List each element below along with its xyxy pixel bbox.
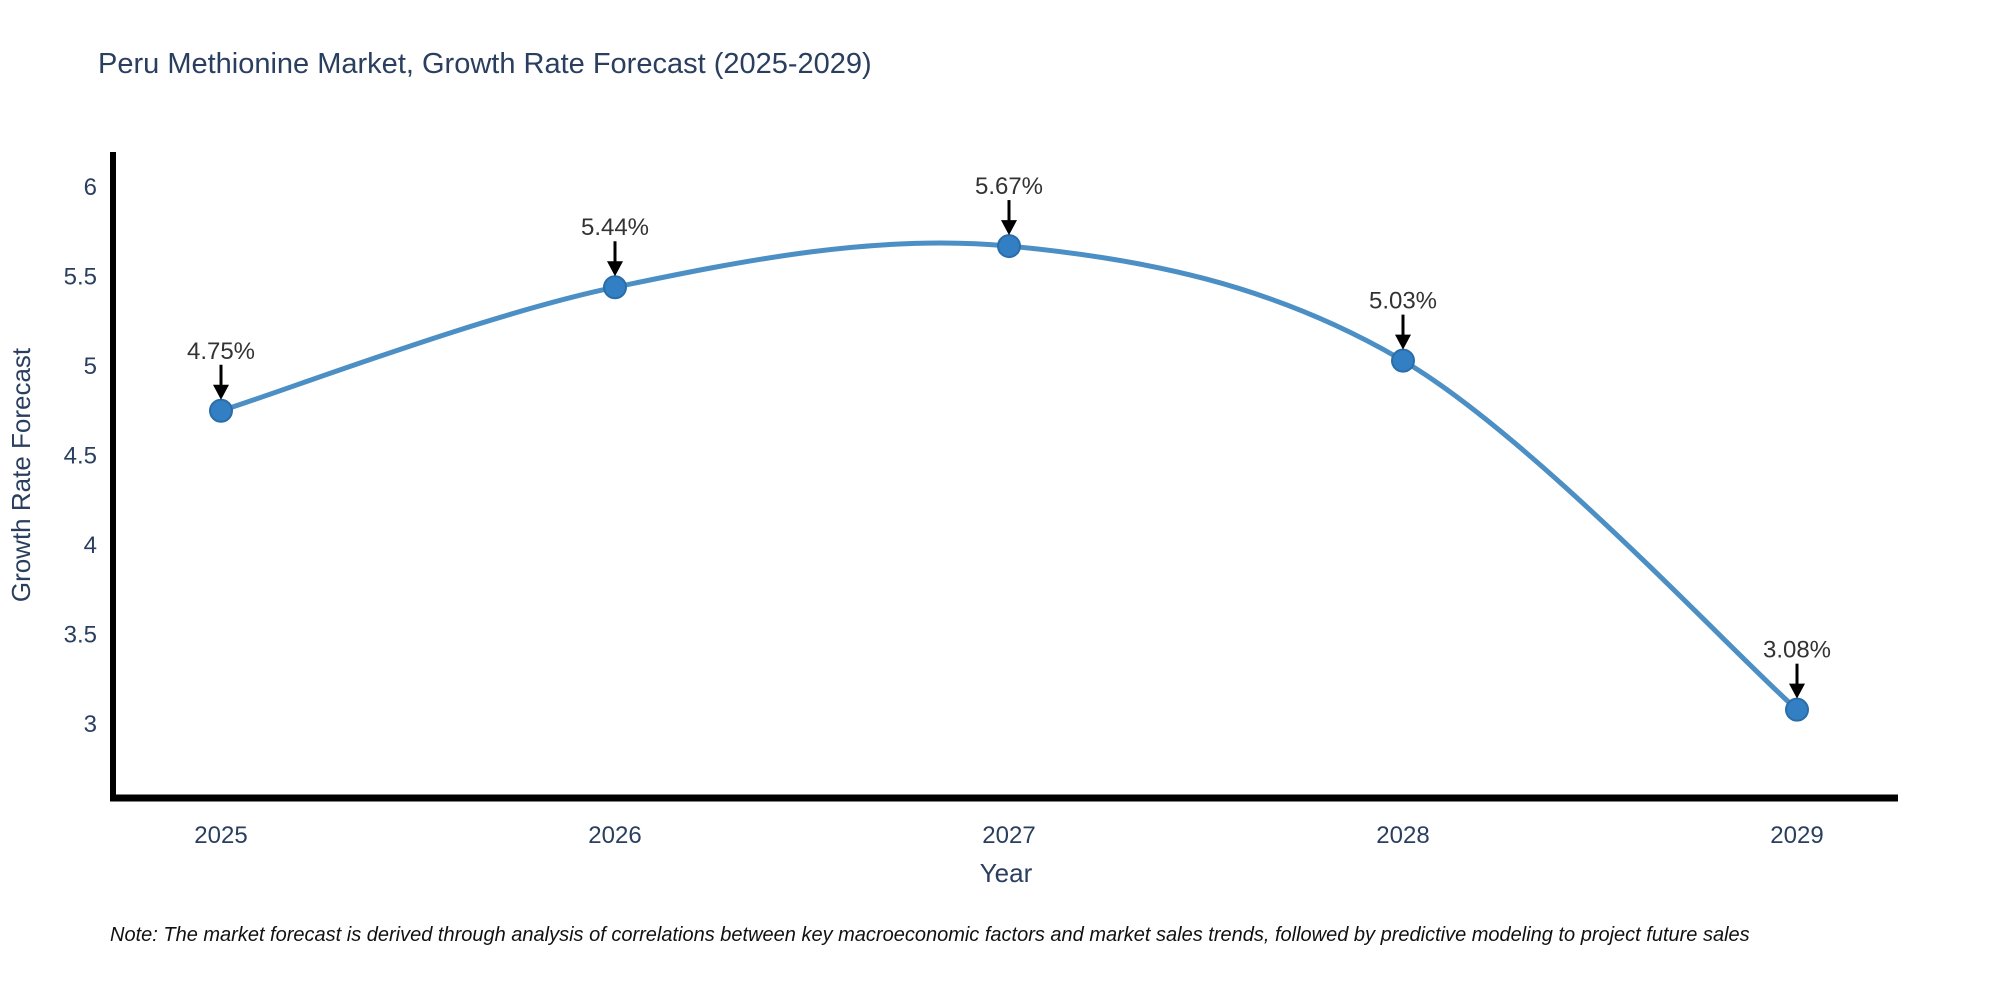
x-axis-title: Year: [980, 858, 1033, 888]
x-tick-labels: 2025 2026 2027 2028 2029: [194, 822, 1823, 849]
annotation-label: 3.08%: [1763, 637, 1831, 664]
x-tick-label: 2026: [588, 822, 641, 849]
chart-title: Peru Methionine Market, Growth Rate Fore…: [98, 48, 872, 80]
series-layer: [209, 234, 1809, 722]
y-tick-label: 3: [84, 711, 97, 738]
annotation-label: 5.67%: [975, 173, 1043, 200]
x-tick-label: 2025: [194, 822, 247, 849]
annotation-arrowhead-icon: [1789, 683, 1805, 699]
y-tick-label: 4: [84, 532, 97, 559]
y-tick-label: 6: [84, 174, 97, 201]
annotation-arrowhead-icon: [1001, 220, 1017, 236]
y-tick-label: 5: [84, 353, 97, 380]
y-tick-label: 5.5: [64, 264, 97, 291]
trend-line: [218, 240, 1800, 713]
y-tick-label: 4.5: [64, 443, 97, 470]
data-point-marker[interactable]: [1785, 697, 1809, 722]
annotations-layer: 4.75% 5.44% 5.67% 5.03% 3.08%: [187, 173, 1831, 699]
x-tick-label: 2027: [982, 822, 1035, 849]
x-tick-label: 2028: [1376, 822, 1429, 849]
y-tick-labels: 6 5.5 5 4.5 4 3.5 3: [64, 174, 97, 738]
x-tick-label: 2029: [1770, 822, 1823, 849]
data-point-marker[interactable]: [603, 275, 627, 300]
annotation-label: 5.44%: [581, 214, 649, 241]
y-axis-title: Growth Rate Forecast: [6, 347, 36, 602]
annotation-label: 5.03%: [1369, 288, 1437, 315]
footnote: Note: The market forecast is derived thr…: [110, 924, 1750, 946]
annotation-arrowhead-icon: [213, 384, 229, 400]
y-tick-label: 3.5: [64, 622, 97, 649]
annotation-arrowhead-icon: [1395, 334, 1411, 350]
data-point-marker[interactable]: [997, 234, 1021, 259]
data-point-marker[interactable]: [1391, 348, 1415, 373]
data-point-marker[interactable]: [209, 398, 233, 423]
annotation-arrowhead-icon: [607, 261, 623, 277]
annotation-label: 4.75%: [187, 338, 255, 365]
